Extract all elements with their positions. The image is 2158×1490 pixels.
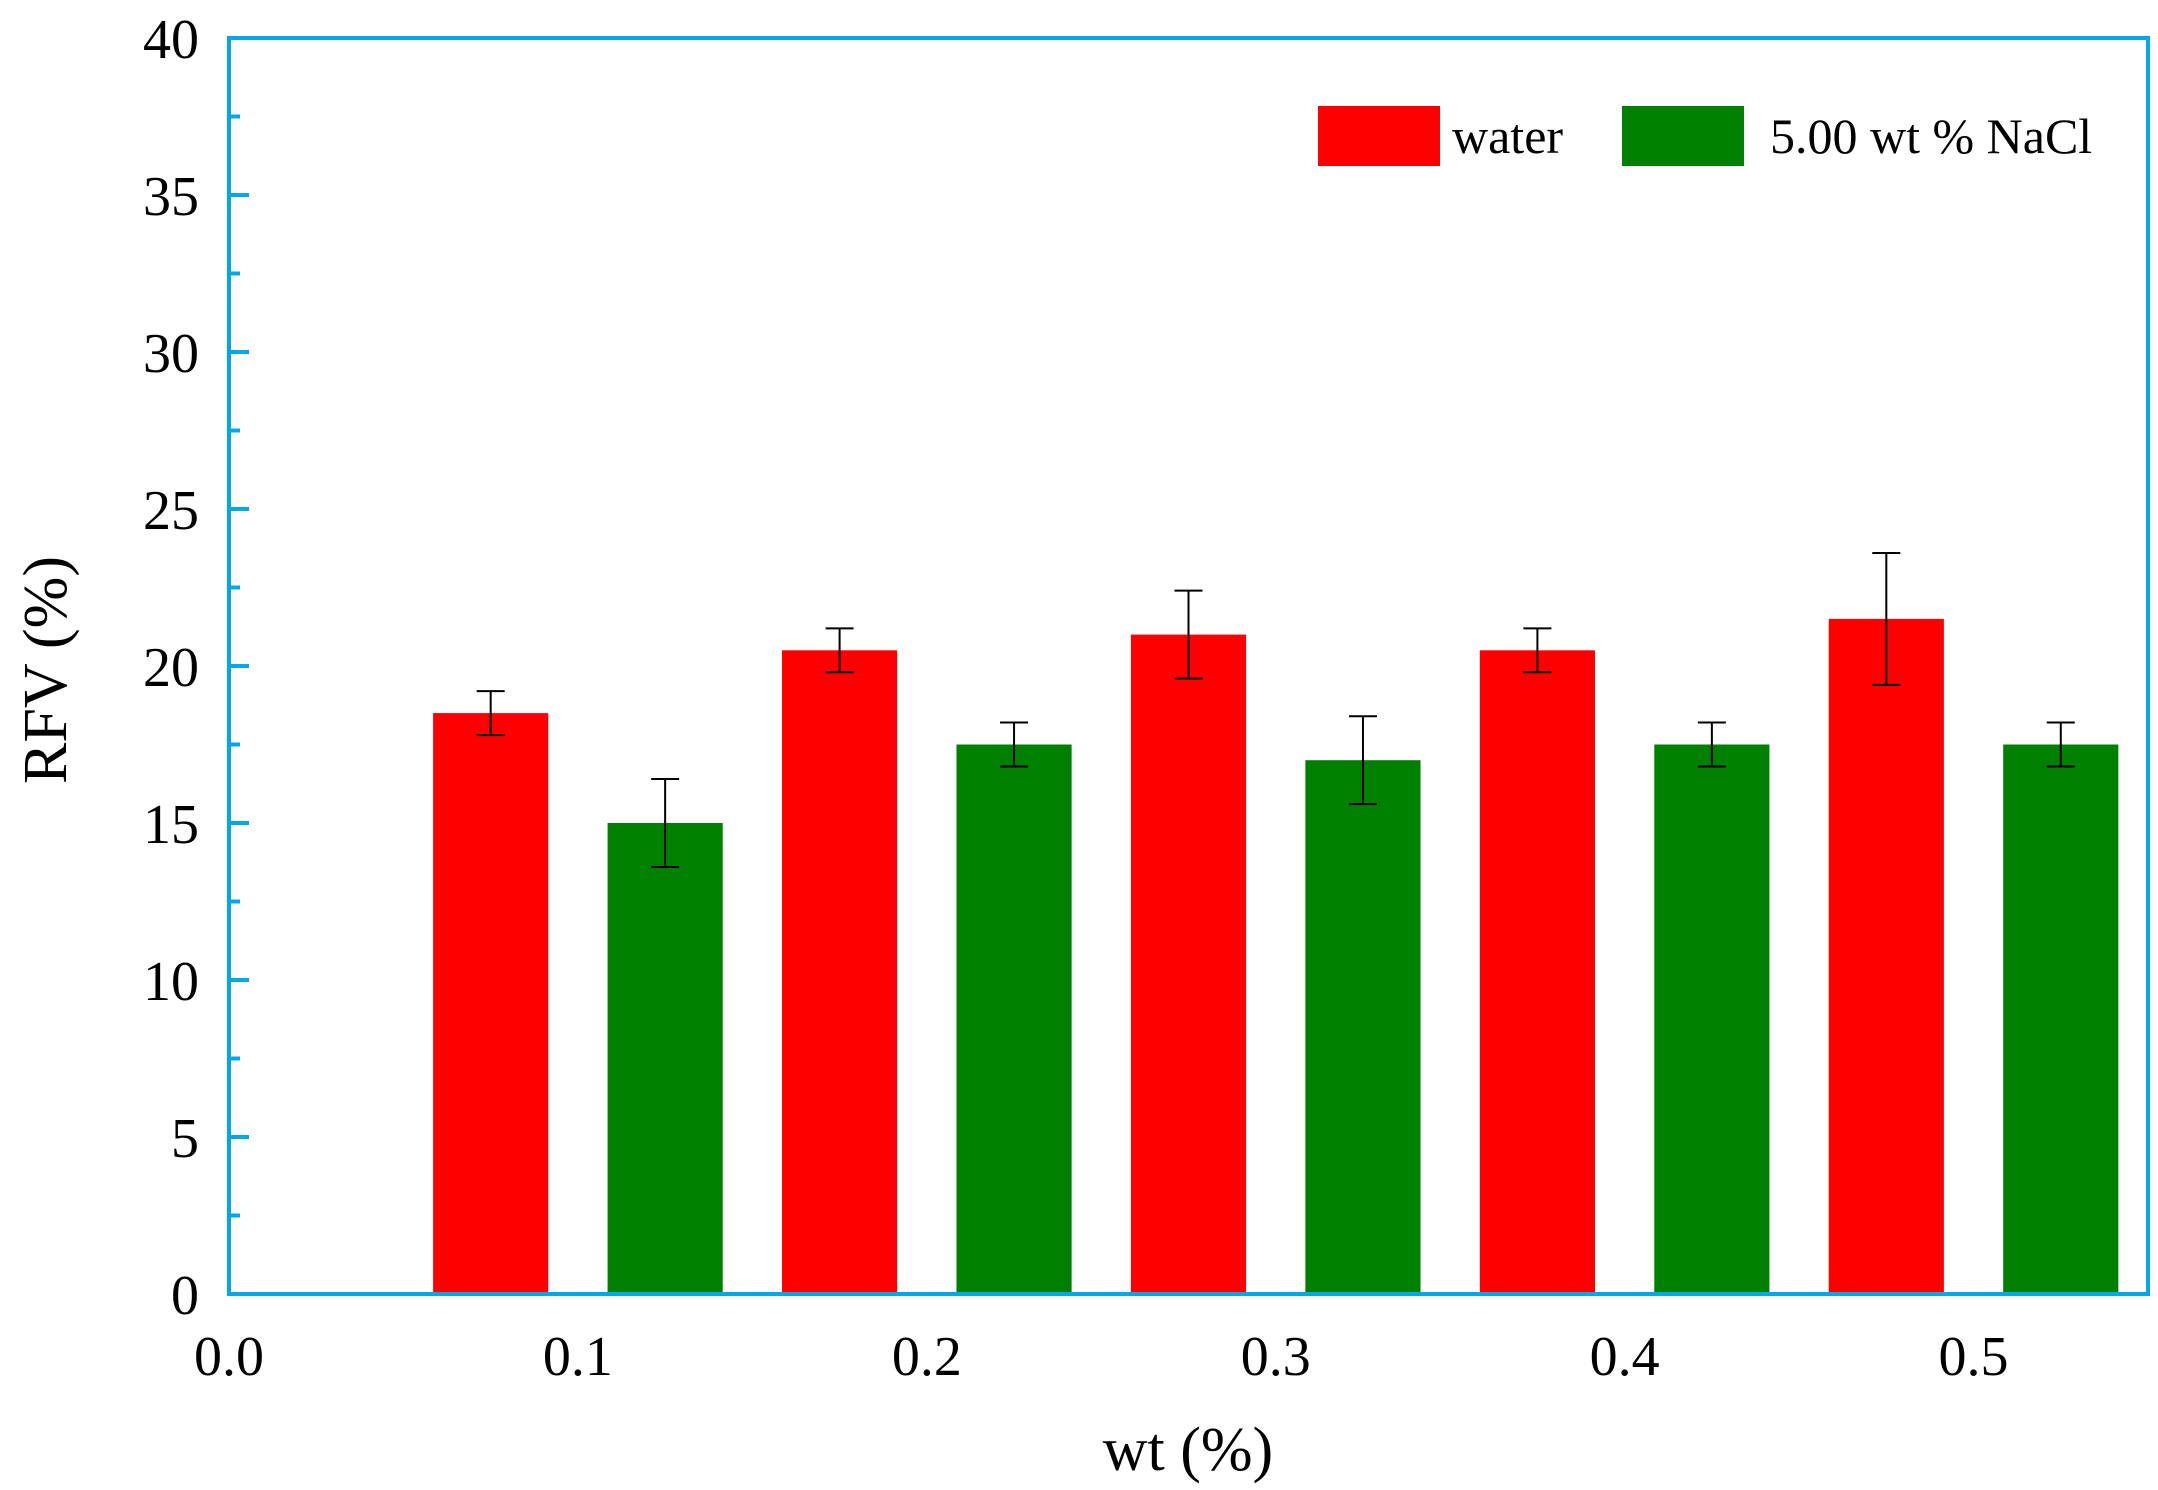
bar-water-5 (1828, 618, 1944, 1294)
legend-swatch-water (1318, 106, 1440, 166)
bar-water-4 (1479, 650, 1595, 1294)
y-tick-label: 20 (143, 637, 199, 699)
y-tick-label: 15 (143, 794, 199, 856)
legend-label-water: water (1452, 108, 1563, 164)
error-bars-layer (476, 551, 2075, 868)
ticks-layer: 0 5 10 15 20 25 30 35 40 0.0 0.1 0.2 0.3 0.4 0.5 (143, 9, 2009, 1388)
y-tick-label: 40 (143, 9, 199, 71)
y-axis-title: RFV (%) (12, 556, 80, 784)
x-tick-label: 0.2 (892, 1326, 962, 1388)
y-tick-label: 0 (171, 1265, 199, 1327)
y-tick-label: 30 (143, 323, 199, 385)
y-tick-label: 25 (143, 480, 199, 542)
bar-water-3 (1130, 634, 1247, 1294)
x-tick-label: 0.3 (1241, 1326, 1311, 1388)
y-tick-label: 5 (171, 1108, 199, 1170)
bar-nacl-4 (1654, 744, 1770, 1294)
bar-nacl-1 (607, 823, 723, 1294)
x-tick-label: 0.5 (1939, 1326, 2009, 1388)
bar-nacl-5 (2003, 744, 2119, 1294)
legend-label-nacl: 5.00 wt % NaCl (1770, 108, 2092, 164)
legend: water 5.00 wt % NaCl (1318, 106, 2092, 166)
bar-water-2 (782, 650, 898, 1294)
bars-layer (433, 618, 2119, 1294)
x-axis-title: wt (%) (1103, 1416, 1273, 1484)
y-tick-label: 35 (143, 166, 199, 228)
x-tick-label: 0.0 (194, 1326, 264, 1388)
legend-swatch-nacl (1622, 106, 1744, 166)
x-tick-label: 0.4 (1590, 1326, 1660, 1388)
x-tick-label: 0.1 (543, 1326, 613, 1388)
bar-nacl-2 (956, 744, 1072, 1294)
bar-nacl-3 (1305, 760, 1421, 1294)
bar-water-1 (433, 713, 549, 1294)
y-tick-label: 10 (143, 951, 199, 1013)
